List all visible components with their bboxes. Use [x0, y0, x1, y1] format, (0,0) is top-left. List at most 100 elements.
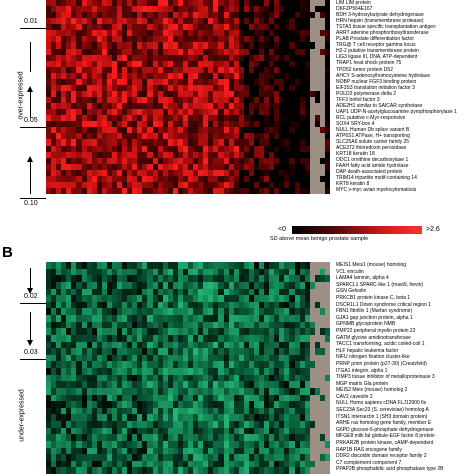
heatmap-cell	[86, 60, 92, 67]
heatmap-cell	[142, 354, 148, 362]
heatmap-cell	[228, 109, 234, 116]
gene-label: TIMP3 tissue inhibitor of metalloprotein…	[336, 374, 435, 381]
heatmap-cell	[137, 301, 143, 309]
heatmap-cell	[61, 187, 67, 194]
heatmap-cell	[218, 145, 224, 152]
heatmap-cell	[172, 169, 178, 176]
heatmap-cell	[289, 151, 295, 158]
heatmap-cell	[106, 427, 112, 435]
heatmap-cell	[324, 60, 330, 67]
heatmap-cell	[56, 97, 62, 104]
heatmap-cell	[248, 36, 254, 43]
heatmap-cell	[51, 48, 57, 55]
heatmap-cell	[56, 24, 62, 31]
heatmap-cell	[127, 374, 133, 382]
heatmap-cell	[188, 90, 194, 97]
heatmap-cell	[198, 394, 204, 402]
heatmap-cell	[147, 133, 153, 140]
gene-list-a: LIM LIM protein DKFZP564E167 BDH 3-hydro…	[336, 0, 474, 194]
heatmap-cell	[203, 78, 209, 85]
heatmap-cell	[132, 84, 138, 91]
heatmap-cell	[86, 30, 92, 37]
gene-label: LIG3 ligase III, DNA, ATP-dependent	[336, 54, 418, 61]
heatmap-cell	[228, 187, 234, 194]
heatmap-cell	[167, 295, 173, 302]
heatmap-cell	[319, 407, 325, 415]
heatmap-cell	[182, 407, 188, 415]
heatmap-cell	[132, 66, 138, 73]
heatmap-cell	[233, 48, 239, 55]
heatmap-cell	[137, 374, 143, 382]
heatmap-cell	[248, 127, 254, 134]
heatmap-cell	[66, 12, 72, 19]
heatmap-cell	[122, 275, 128, 282]
heatmap-cell	[264, 460, 270, 468]
heatmap-cell	[91, 447, 97, 455]
heatmap-cell	[46, 181, 52, 188]
heatmap-cell	[213, 6, 219, 13]
heatmap-cell	[314, 175, 320, 182]
heatmap-cell	[213, 12, 219, 19]
heatmap-cell	[132, 36, 138, 43]
heatmap-cell	[157, 12, 163, 19]
heatmap-cell	[61, 447, 67, 455]
heatmap-cell	[106, 36, 112, 43]
heatmap-cell	[152, 368, 158, 375]
heatmap-cell	[294, 334, 300, 342]
heatmap-cell	[198, 440, 204, 448]
heatmap-cell	[228, 374, 234, 382]
heatmap-cell	[101, 281, 107, 289]
heatmap-cell	[309, 275, 315, 282]
heatmap-cell	[162, 467, 168, 474]
heatmap-cell	[198, 60, 204, 67]
heatmap-cell	[137, 12, 143, 19]
heatmap-cell	[172, 12, 178, 19]
heatmap-cell	[132, 181, 138, 188]
heatmap-cell	[279, 66, 285, 73]
heatmap-cell	[193, 60, 199, 67]
heatmap-cell	[269, 109, 275, 116]
heatmap-cell	[198, 24, 204, 31]
heatmap-cell	[122, 6, 128, 13]
heatmap-cell	[122, 72, 128, 79]
heatmap-cell	[324, 348, 330, 355]
heatmap-cell	[319, 12, 325, 19]
heatmap-cell	[213, 121, 219, 128]
heatmap-cell	[289, 145, 295, 152]
heatmap-cell	[233, 394, 239, 402]
heatmap-cell	[96, 301, 102, 309]
heatmap-cell	[299, 18, 305, 25]
heatmap-cell	[269, 374, 275, 382]
heatmap-cell	[182, 151, 188, 158]
heatmap-cell	[81, 97, 87, 104]
heatmap-cell	[188, 127, 194, 134]
heatmap-cell	[167, 354, 173, 362]
heatmap-cell	[142, 133, 148, 140]
heatmap-cell	[86, 175, 92, 182]
heatmap-cell	[111, 334, 117, 342]
heatmap-cell	[228, 42, 234, 49]
heatmap-cell	[142, 381, 148, 388]
heatmap-cell	[193, 354, 199, 362]
heatmap-cell	[228, 78, 234, 85]
heatmap-cell	[198, 368, 204, 375]
heatmap-cell	[56, 321, 62, 329]
colorbar-high-label: >2.6	[426, 226, 440, 233]
heatmap-cell	[46, 321, 52, 329]
heatmap-cell	[127, 308, 133, 315]
heatmap-cell	[137, 151, 143, 158]
heatmap-cell	[259, 427, 265, 435]
heatmap-cell	[86, 90, 92, 97]
heatmap-cell	[56, 115, 62, 122]
heatmap-cell	[162, 36, 168, 43]
heatmap-cell	[299, 0, 305, 7]
heatmap-cell	[208, 12, 214, 19]
heatmap-cell	[228, 18, 234, 25]
heatmap-cell	[152, 151, 158, 158]
heatmap-cell	[117, 103, 123, 110]
heatmap-cell	[106, 440, 112, 448]
heatmap-cell	[233, 447, 239, 455]
heatmap-cell	[193, 121, 199, 128]
heatmap-cell	[96, 54, 102, 61]
heatmap-cell	[314, 115, 320, 122]
